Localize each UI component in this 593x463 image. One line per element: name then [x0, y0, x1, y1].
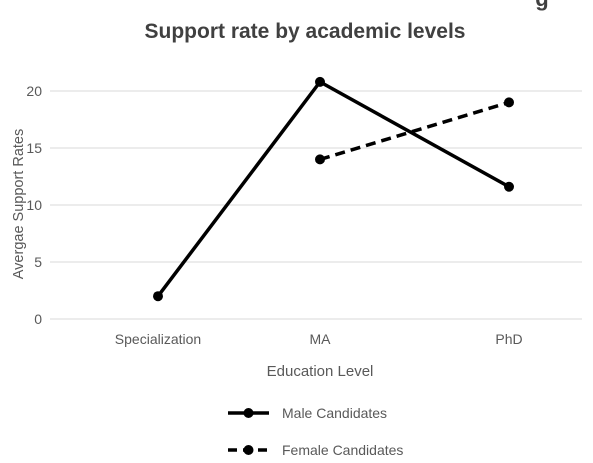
- legend-marker-male: [243, 408, 254, 418]
- legend-item-male: Male Candidates: [228, 405, 387, 421]
- series-line-female: [319, 100, 510, 162]
- x-tick-label: Specialization: [115, 331, 201, 347]
- y-tick-label: 20: [26, 83, 42, 99]
- series-line-male: [156, 80, 510, 298]
- legend-marker-female: [243, 445, 254, 455]
- data-point-female: [315, 154, 325, 165]
- y-tick-label: 5: [34, 254, 42, 270]
- gridlines: [50, 90, 582, 320]
- x-axis-title: Education Level: [267, 363, 374, 380]
- legend: Male Candidates Female Candidates: [228, 405, 403, 458]
- data-point-male: [315, 76, 325, 87]
- chart-title: Support rate by academic levels: [145, 20, 466, 43]
- x-tick-label: MA: [310, 331, 332, 347]
- data-point-female: [504, 97, 514, 108]
- x-tick-labels: Specialization MA PhD: [115, 331, 523, 347]
- chart-title-fragment: g: [535, 0, 548, 11]
- series-lines: [153, 76, 514, 302]
- legend-item-female: Female Candidates: [228, 442, 403, 458]
- y-tick-labels: 0 5 10 15 20: [26, 83, 42, 327]
- y-tick-label: 15: [26, 140, 42, 156]
- legend-label-male: Male Candidates: [282, 405, 387, 421]
- data-point-male: [504, 181, 514, 192]
- y-tick-label: 0: [34, 311, 42, 327]
- y-axis-title: Avergae Support Rates: [11, 129, 27, 279]
- y-tick-label: 10: [26, 197, 42, 213]
- data-point-male: [153, 291, 163, 302]
- legend-label-female: Female Candidates: [282, 442, 403, 458]
- x-tick-label: PhD: [495, 331, 522, 347]
